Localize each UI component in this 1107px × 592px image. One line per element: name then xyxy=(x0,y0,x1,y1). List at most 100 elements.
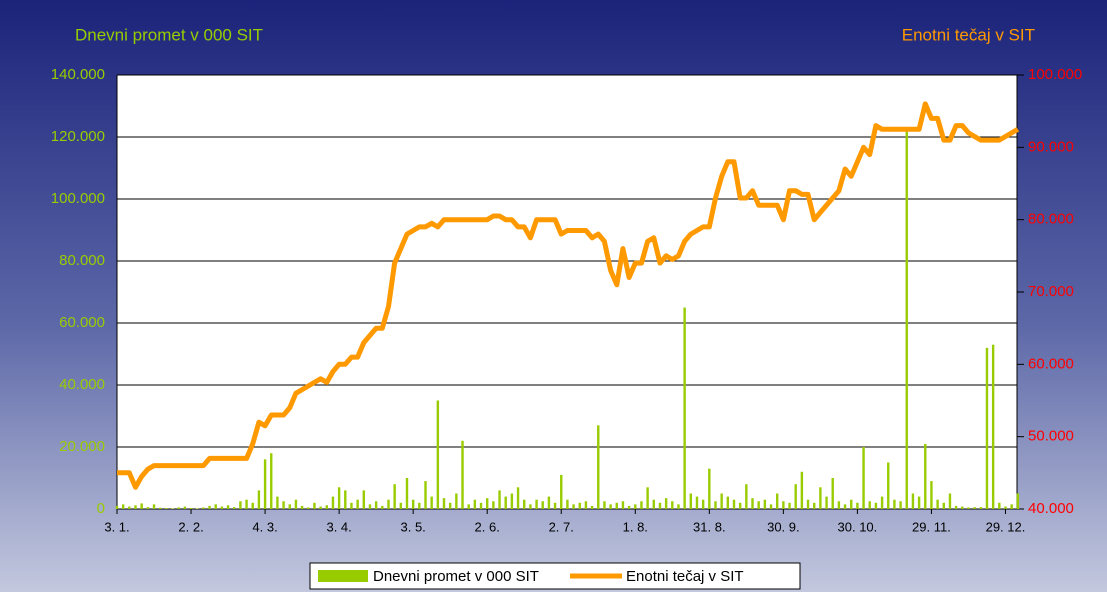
bar xyxy=(874,502,878,509)
bar xyxy=(424,481,427,509)
y2-tick-label: 80.000 xyxy=(1028,211,1074,228)
y2-tick-label: 60.000 xyxy=(1028,355,1074,372)
y-tick-label: 80.000 xyxy=(59,252,105,269)
bar xyxy=(300,505,304,509)
bar xyxy=(374,501,378,509)
bar xyxy=(782,501,785,509)
bar xyxy=(695,496,699,509)
bar xyxy=(547,496,551,509)
bar xyxy=(128,506,131,509)
x-tick-label: 4. 3. xyxy=(252,519,277,534)
bar xyxy=(850,499,853,509)
bar xyxy=(405,478,409,509)
bar xyxy=(738,502,742,509)
bar xyxy=(948,493,952,509)
bar xyxy=(121,504,125,509)
bar xyxy=(597,425,600,509)
bar xyxy=(337,487,341,509)
bar xyxy=(584,501,588,509)
bar xyxy=(473,499,477,509)
bar xyxy=(763,499,767,509)
bar xyxy=(196,508,199,509)
bar xyxy=(880,496,884,509)
bar xyxy=(917,496,921,509)
legend-label: Enotni tečaj v SIT xyxy=(626,568,744,585)
bar xyxy=(344,490,347,509)
y2-axis-title: Enotni tečaj v SIT xyxy=(902,25,1035,44)
bar xyxy=(942,502,945,509)
bar xyxy=(208,505,211,509)
bar xyxy=(578,502,581,509)
bar xyxy=(486,498,489,509)
bar xyxy=(356,499,359,509)
bar xyxy=(171,508,174,509)
bar xyxy=(905,130,908,510)
x-tick-label: 3. 1. xyxy=(104,519,129,534)
bar xyxy=(868,501,871,509)
bar xyxy=(523,499,526,509)
bar xyxy=(615,502,618,509)
bar xyxy=(399,502,403,509)
bar xyxy=(239,501,242,509)
bar xyxy=(609,504,612,509)
bar xyxy=(954,505,958,509)
bar xyxy=(152,504,156,509)
bar xyxy=(689,493,693,509)
bar xyxy=(553,502,557,509)
bar xyxy=(973,507,976,509)
x-tick-label: 3. 5. xyxy=(401,519,426,534)
bar xyxy=(831,478,834,509)
y-tick-label: 60.000 xyxy=(59,314,105,331)
bar xyxy=(436,400,440,509)
bar xyxy=(566,499,569,509)
y-axis-title: Dnevni promet v 000 SIT xyxy=(75,25,263,44)
bar xyxy=(430,496,433,509)
bar xyxy=(621,501,625,509)
y2-tick-label: 100.000 xyxy=(1028,66,1082,83)
bar xyxy=(893,499,896,509)
bar xyxy=(603,501,606,509)
bar xyxy=(683,307,686,509)
bar xyxy=(233,507,236,509)
bar xyxy=(788,502,791,509)
bar xyxy=(991,344,995,509)
bar xyxy=(677,504,680,509)
x-tick-label: 29. 12. xyxy=(986,519,1026,534)
y-tick-label: 140.000 xyxy=(51,66,105,83)
bar xyxy=(590,505,594,509)
bar xyxy=(115,505,119,509)
y2-tick-label: 90.000 xyxy=(1028,138,1074,155)
bar xyxy=(245,499,248,509)
bar xyxy=(214,504,217,509)
bar xyxy=(664,498,668,509)
bar xyxy=(368,504,372,509)
y2-tick-label: 50.000 xyxy=(1028,428,1074,445)
bar xyxy=(819,487,822,509)
bar xyxy=(640,501,643,509)
bar xyxy=(418,502,421,509)
bar xyxy=(411,499,415,509)
bar xyxy=(461,440,464,509)
y-tick-label: 0 xyxy=(97,500,105,517)
bar xyxy=(350,502,353,509)
bar xyxy=(751,498,754,509)
bar xyxy=(813,502,816,509)
bar xyxy=(294,499,298,509)
legend-label: Dnevni promet v 000 SIT xyxy=(373,568,539,585)
x-tick-label: 2. 2. xyxy=(178,519,203,534)
bar xyxy=(961,506,964,509)
bar xyxy=(1010,504,1013,509)
bar xyxy=(757,501,760,509)
bar xyxy=(806,499,810,509)
bar xyxy=(393,484,396,509)
bar xyxy=(183,506,187,509)
bar xyxy=(911,493,915,509)
x-tick-label: 30. 9. xyxy=(767,519,800,534)
bar xyxy=(634,504,637,509)
bar xyxy=(843,504,847,509)
bar xyxy=(936,499,939,509)
bar xyxy=(220,506,224,509)
bar xyxy=(189,508,193,509)
bar xyxy=(257,490,261,509)
